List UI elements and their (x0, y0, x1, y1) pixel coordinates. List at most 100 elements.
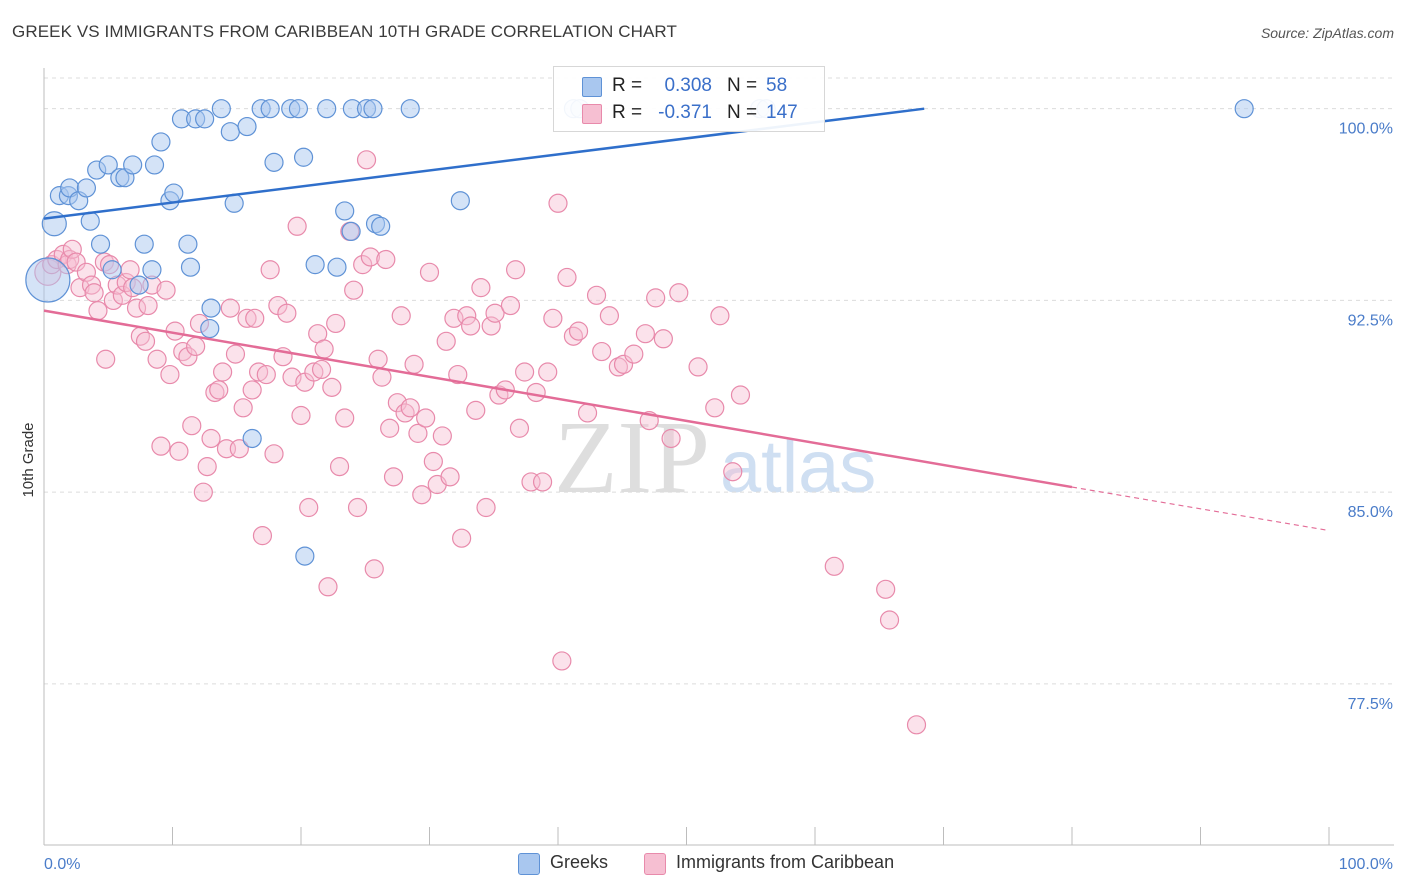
data-point-greeks (317, 99, 337, 119)
data-point-caribbean (879, 610, 900, 630)
data-point-caribbean (669, 283, 689, 303)
data-point-caribbean (710, 306, 730, 326)
data-point-caribbean (368, 349, 388, 369)
legend-label-caribbean: Immigrants from Caribbean (676, 852, 895, 872)
data-point-greeks (178, 234, 198, 254)
data-point-caribbean (653, 329, 673, 349)
data-point-caribbean (419, 262, 440, 282)
data-point-caribbean (329, 457, 350, 477)
data-point-caribbean (436, 331, 456, 351)
data-point-caribbean (824, 556, 844, 576)
data-point-caribbean (209, 380, 229, 400)
data-point-greeks (201, 298, 221, 318)
data-point-caribbean (661, 428, 681, 449)
data-point-caribbean (213, 362, 233, 382)
y-tick-label: 85.0% (1348, 504, 1393, 521)
data-point-greeks (123, 155, 143, 175)
data-point-caribbean (538, 362, 558, 382)
data-point-caribbean (383, 467, 404, 487)
data-point-greeks (260, 99, 280, 119)
legend-label-greeks: Greeks (550, 852, 609, 872)
data-point-greeks (363, 99, 383, 119)
data-point-caribbean (277, 303, 297, 323)
data-point-caribbean (608, 357, 628, 377)
data-point-caribbean (586, 285, 607, 305)
data-point-caribbean (471, 278, 491, 298)
data-point-caribbean (613, 354, 634, 374)
legend-n-label: N = (727, 75, 758, 96)
data-point-caribbean (505, 260, 526, 280)
data-point-caribbean (229, 439, 249, 459)
data-point-caribbean (169, 441, 189, 461)
data-point-caribbean (314, 339, 334, 359)
data-point-caribbean (635, 324, 655, 344)
data-point-caribbean (135, 331, 156, 351)
data-point-caribbean (514, 362, 535, 382)
stats-legend: R = 0.308 N = 58 R = -0.371 N = 147 (553, 66, 825, 132)
data-point-caribbean (88, 301, 108, 321)
data-point-caribbean (552, 651, 572, 671)
data-point-caribbean (182, 416, 202, 436)
legend-r-value: 0.308 (664, 75, 712, 96)
data-point-caribbean (563, 326, 584, 346)
legend-r-value: -0.371 (658, 102, 712, 123)
data-point-caribbean (400, 398, 420, 418)
data-point-caribbean (500, 295, 521, 316)
data-point-greeks (134, 234, 154, 254)
data-point-caribbean (264, 444, 284, 464)
data-point-caribbean (532, 472, 553, 492)
legend-swatch-caribbean (582, 104, 602, 124)
legend-row-greeks: R = 0.308 N = 58 (554, 73, 824, 101)
data-point-caribbean (311, 359, 332, 380)
data-point-caribbean (408, 423, 428, 443)
data-point-caribbean (201, 428, 221, 449)
data-point-caribbean (624, 344, 644, 364)
data-point-caribbean (197, 457, 217, 477)
data-point-greeks (142, 260, 162, 280)
y-tick-label: 100.0% (1339, 121, 1393, 138)
data-point-caribbean (242, 380, 262, 400)
data-point-caribbean (387, 393, 407, 413)
legend-r-label: R = (612, 102, 643, 123)
data-point-caribbean (557, 267, 577, 288)
data-point-greeks (195, 109, 215, 129)
data-point-caribbean (364, 559, 384, 579)
data-point-caribbean (335, 408, 355, 428)
y-axis-title: 10th Grade (20, 422, 37, 497)
data-point-greeks (450, 191, 470, 211)
data-point-greeks (264, 152, 284, 172)
x-tick-label-max: 100.0% (1339, 856, 1393, 873)
data-point-caribbean (112, 285, 132, 305)
data-point-greeks (102, 260, 122, 280)
data-point-caribbean (299, 497, 319, 518)
data-point-greeks (180, 257, 201, 277)
data-point-caribbean (81, 275, 102, 295)
data-point-caribbean (577, 403, 598, 423)
data-point-caribbean (423, 451, 443, 472)
data-point-caribbean (646, 288, 666, 308)
chart-source: Source: ZipAtlas.com (1260, 25, 1394, 41)
data-point-caribbean (730, 385, 751, 405)
data-point-greeks (220, 122, 240, 142)
data-point-caribbean (225, 344, 246, 364)
data-point-caribbean (481, 316, 501, 336)
data-point-caribbean (461, 316, 481, 336)
data-point-greeks (98, 155, 118, 175)
data-point-caribbean (592, 341, 612, 362)
data-point-caribbean (248, 362, 269, 382)
data-point-caribbean (178, 347, 198, 367)
data-point-greeks (293, 147, 314, 167)
legend-swatch-greeks (518, 853, 540, 875)
data-point-caribbean (380, 418, 400, 438)
data-point-caribbean (448, 364, 468, 385)
data-point-caribbean (252, 526, 273, 546)
data-point-caribbean (173, 341, 193, 362)
data-point-caribbean (457, 306, 477, 326)
data-point-caribbean (103, 290, 123, 311)
y-tick-label: 92.5% (1348, 312, 1393, 329)
data-point-caribbean (466, 400, 486, 420)
x-tick-label-min: 0.0% (44, 856, 80, 873)
data-point-caribbean (416, 408, 436, 428)
data-point-caribbean (723, 462, 743, 482)
